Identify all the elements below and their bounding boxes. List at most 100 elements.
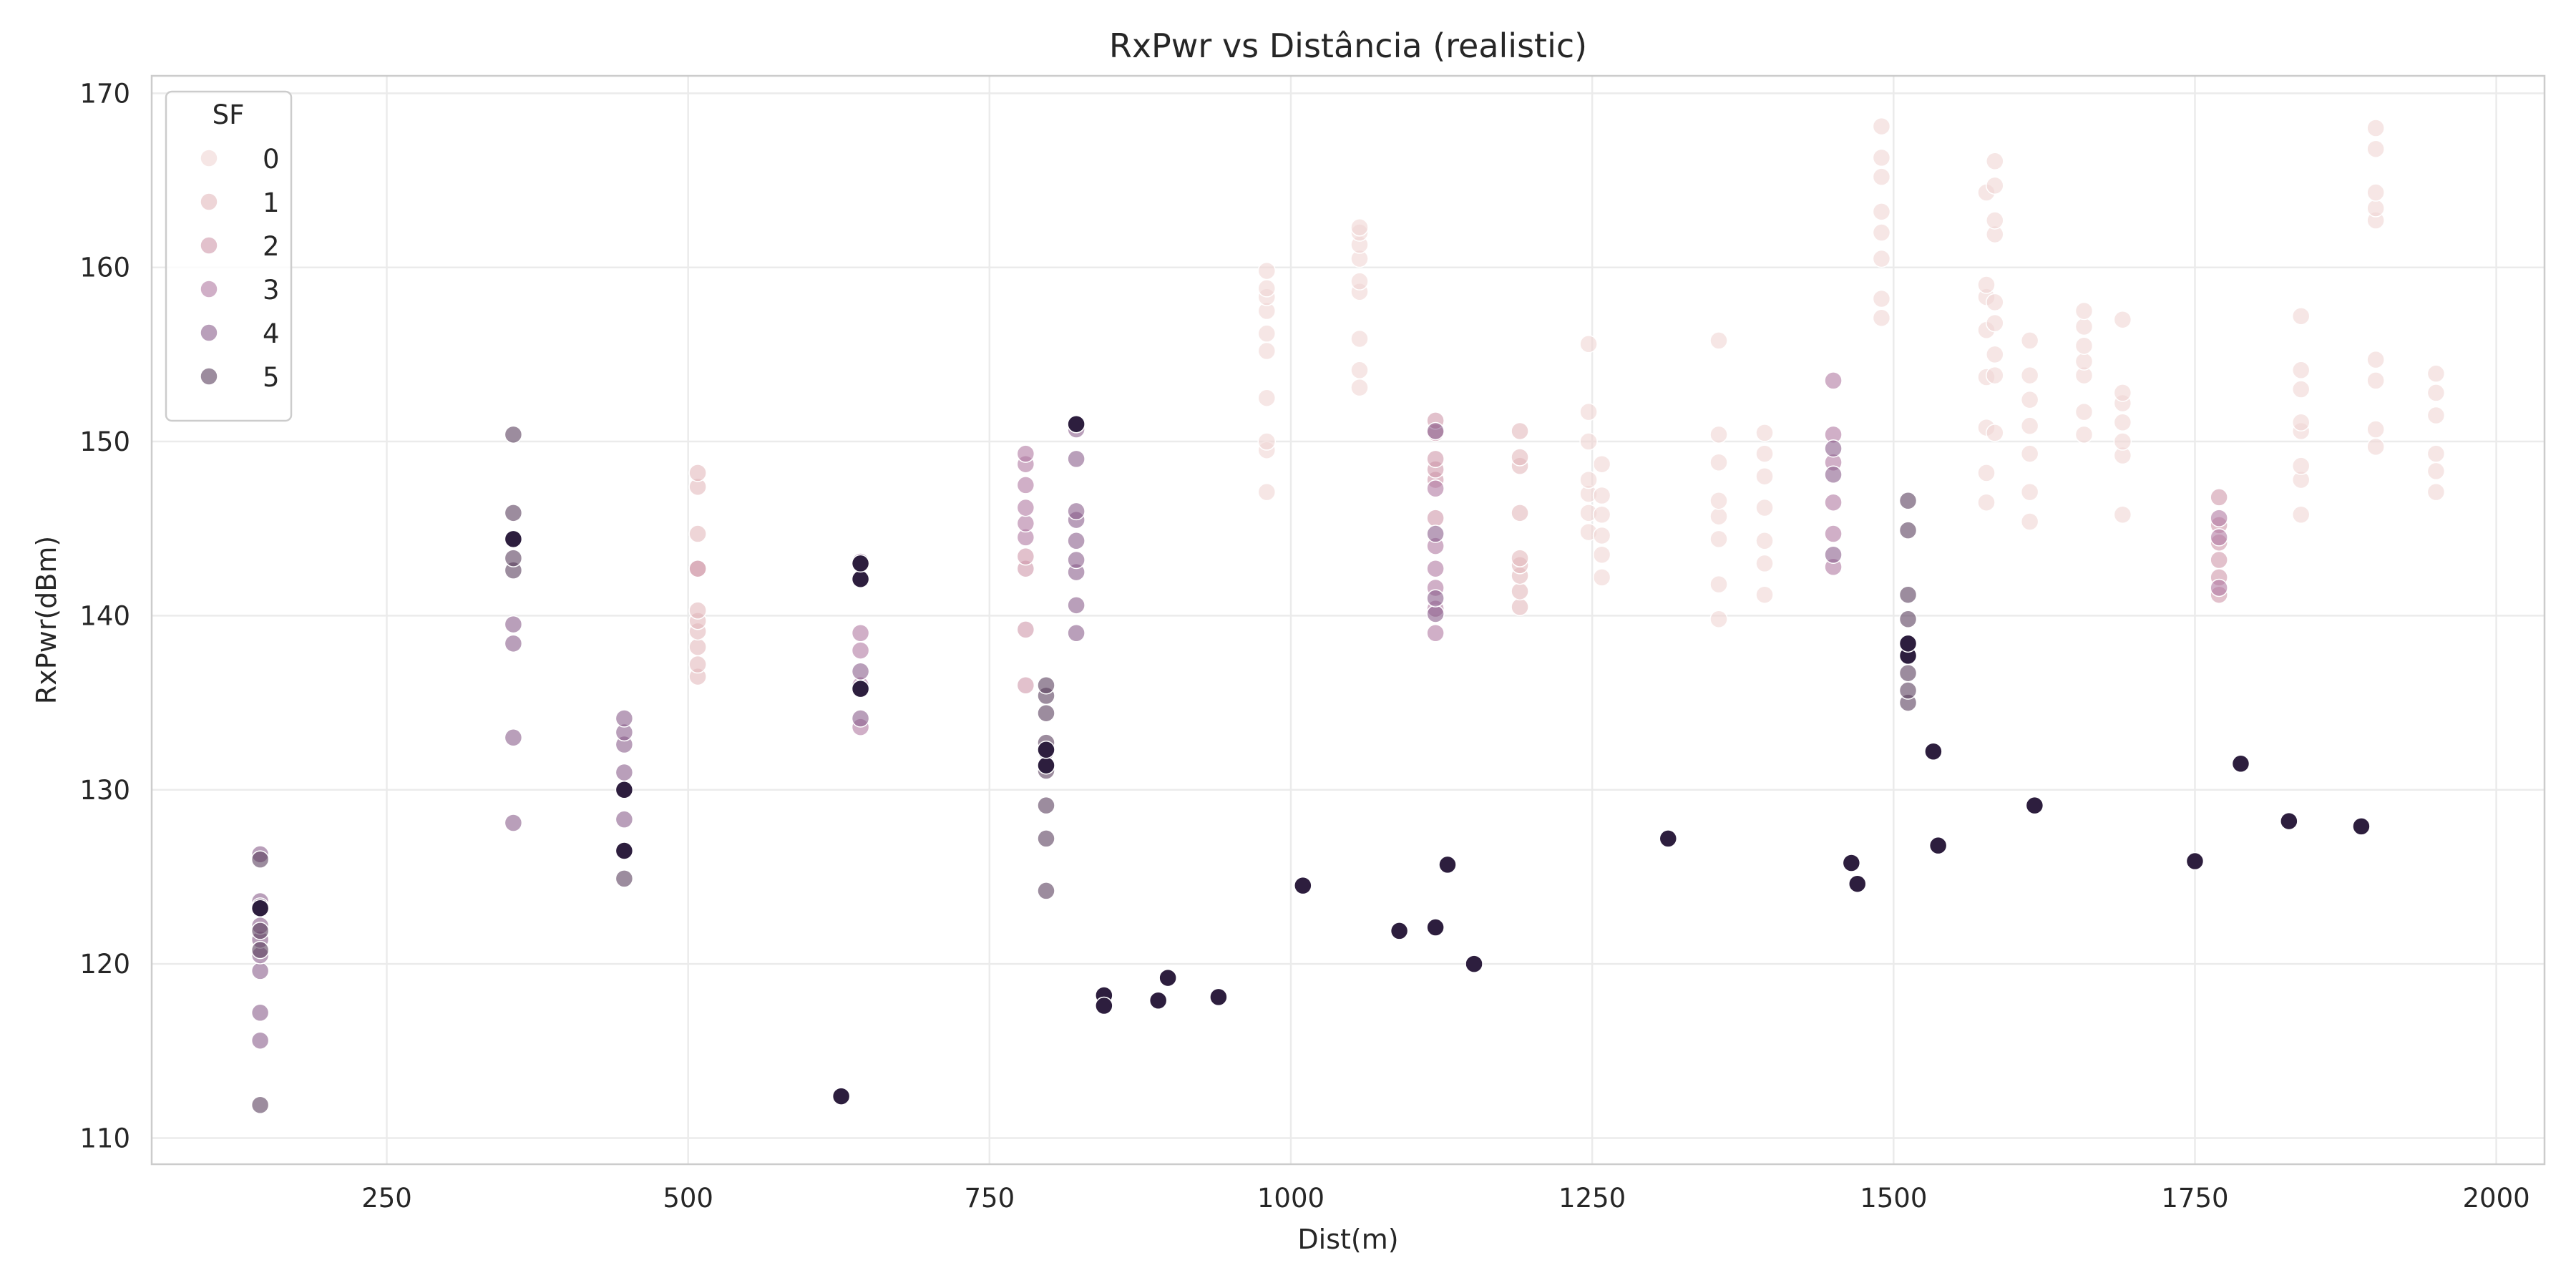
data-point [1426, 509, 1445, 527]
series-group [1257, 117, 2446, 629]
data-point [1067, 449, 1085, 469]
data-point [2426, 364, 2446, 383]
legend-marker [200, 149, 218, 167]
y-tick-label: 120 [79, 949, 130, 980]
data-point [2366, 199, 2385, 218]
data-point [1037, 703, 1055, 723]
data-point [2291, 505, 2311, 525]
data-point [1350, 329, 1369, 348]
data-point [1986, 313, 2004, 333]
data-point [1872, 308, 1891, 328]
data-point [2426, 462, 2446, 481]
data-point [2291, 307, 2311, 326]
data-point [1755, 424, 1774, 442]
legend-marker [200, 236, 218, 255]
data-point [1659, 829, 1678, 848]
data-point [2366, 183, 2385, 202]
y-tick-labels: 110 120 130 140 150 160 170 [79, 78, 130, 1153]
data-point [1511, 448, 1529, 467]
legend-marker [200, 323, 218, 342]
legend-label: 3 [263, 275, 280, 306]
data-point [1426, 918, 1445, 937]
data-point [1016, 476, 1035, 494]
data-point [1579, 402, 1598, 421]
legend-item: 4 [200, 318, 280, 349]
data-point [2074, 352, 2094, 371]
x-tick-label: 1250 [1558, 1183, 1626, 1214]
series-group [250, 414, 2371, 1106]
data-point [1709, 610, 1728, 629]
data-point [2366, 437, 2385, 457]
data-point [688, 464, 707, 482]
data-point [2426, 482, 2446, 502]
data-point [1709, 453, 1728, 472]
legend: SF 0 1 2 3 4 5 [165, 90, 293, 422]
data-point [1824, 493, 1843, 512]
legend-item: 0 [200, 144, 280, 175]
data-point [2366, 420, 2385, 439]
data-point [1426, 421, 1445, 441]
data-point [851, 662, 870, 681]
data-point [250, 940, 270, 960]
data-point [688, 655, 707, 674]
data-point [2291, 457, 2311, 475]
data-point [1511, 597, 1529, 616]
data-point [1709, 331, 1728, 350]
data-point [615, 810, 634, 829]
data-point [615, 763, 634, 782]
chart-title: RxPwr vs Distância (realistic) [1109, 26, 1587, 65]
data-point [1426, 479, 1445, 498]
data-point [2020, 482, 2039, 502]
data-point [2025, 796, 2044, 815]
data-point [1511, 504, 1529, 522]
legend-marker [200, 192, 218, 211]
data-point [1016, 514, 1035, 533]
data-point [615, 709, 634, 728]
data-point [1898, 585, 1918, 604]
legend-marker [200, 367, 218, 386]
legend-item: 2 [200, 231, 280, 262]
data-point [1037, 756, 1055, 775]
legend-marker [200, 280, 218, 298]
data-point [688, 638, 707, 656]
x-tick-label: 1500 [1860, 1183, 1927, 1214]
data-point [851, 570, 870, 589]
data-point [2280, 811, 2298, 831]
data-point [1872, 289, 1891, 308]
data-point [1350, 272, 1369, 291]
data-point [1037, 829, 1055, 848]
y-axis-label: RxPwr(dBm) [31, 536, 62, 704]
data-point [1928, 836, 1948, 855]
data-point [2291, 361, 2311, 380]
data-point [1016, 676, 1035, 695]
data-point [2426, 406, 2446, 425]
data-point [1824, 465, 1843, 484]
data-point [2113, 310, 2132, 329]
data-point [1709, 507, 1728, 526]
data-point [504, 530, 523, 549]
data-point [1709, 425, 1728, 444]
data-point [1898, 610, 1918, 629]
grid-lines [152, 76, 2545, 1164]
data-point [851, 679, 870, 698]
data-point [1426, 624, 1445, 643]
data-point [504, 634, 523, 653]
data-point [1986, 366, 2004, 385]
data-point [1037, 882, 1055, 900]
data-point [1872, 148, 1891, 167]
y-tick-label: 110 [79, 1123, 130, 1153]
data-point [1842, 854, 1861, 872]
data-point [2020, 416, 2039, 435]
data-point [2210, 509, 2228, 527]
data-point [1426, 605, 1445, 623]
data-point [688, 559, 707, 578]
x-tick-label: 500 [663, 1183, 713, 1214]
data-point [2291, 413, 2311, 432]
data-point [851, 709, 870, 728]
data-point [615, 841, 634, 860]
data-point [1977, 493, 1996, 512]
legend-label: 2 [263, 231, 280, 262]
data-point [2231, 754, 2250, 774]
x-tick-label: 250 [361, 1183, 412, 1214]
data-point [1511, 582, 1529, 601]
